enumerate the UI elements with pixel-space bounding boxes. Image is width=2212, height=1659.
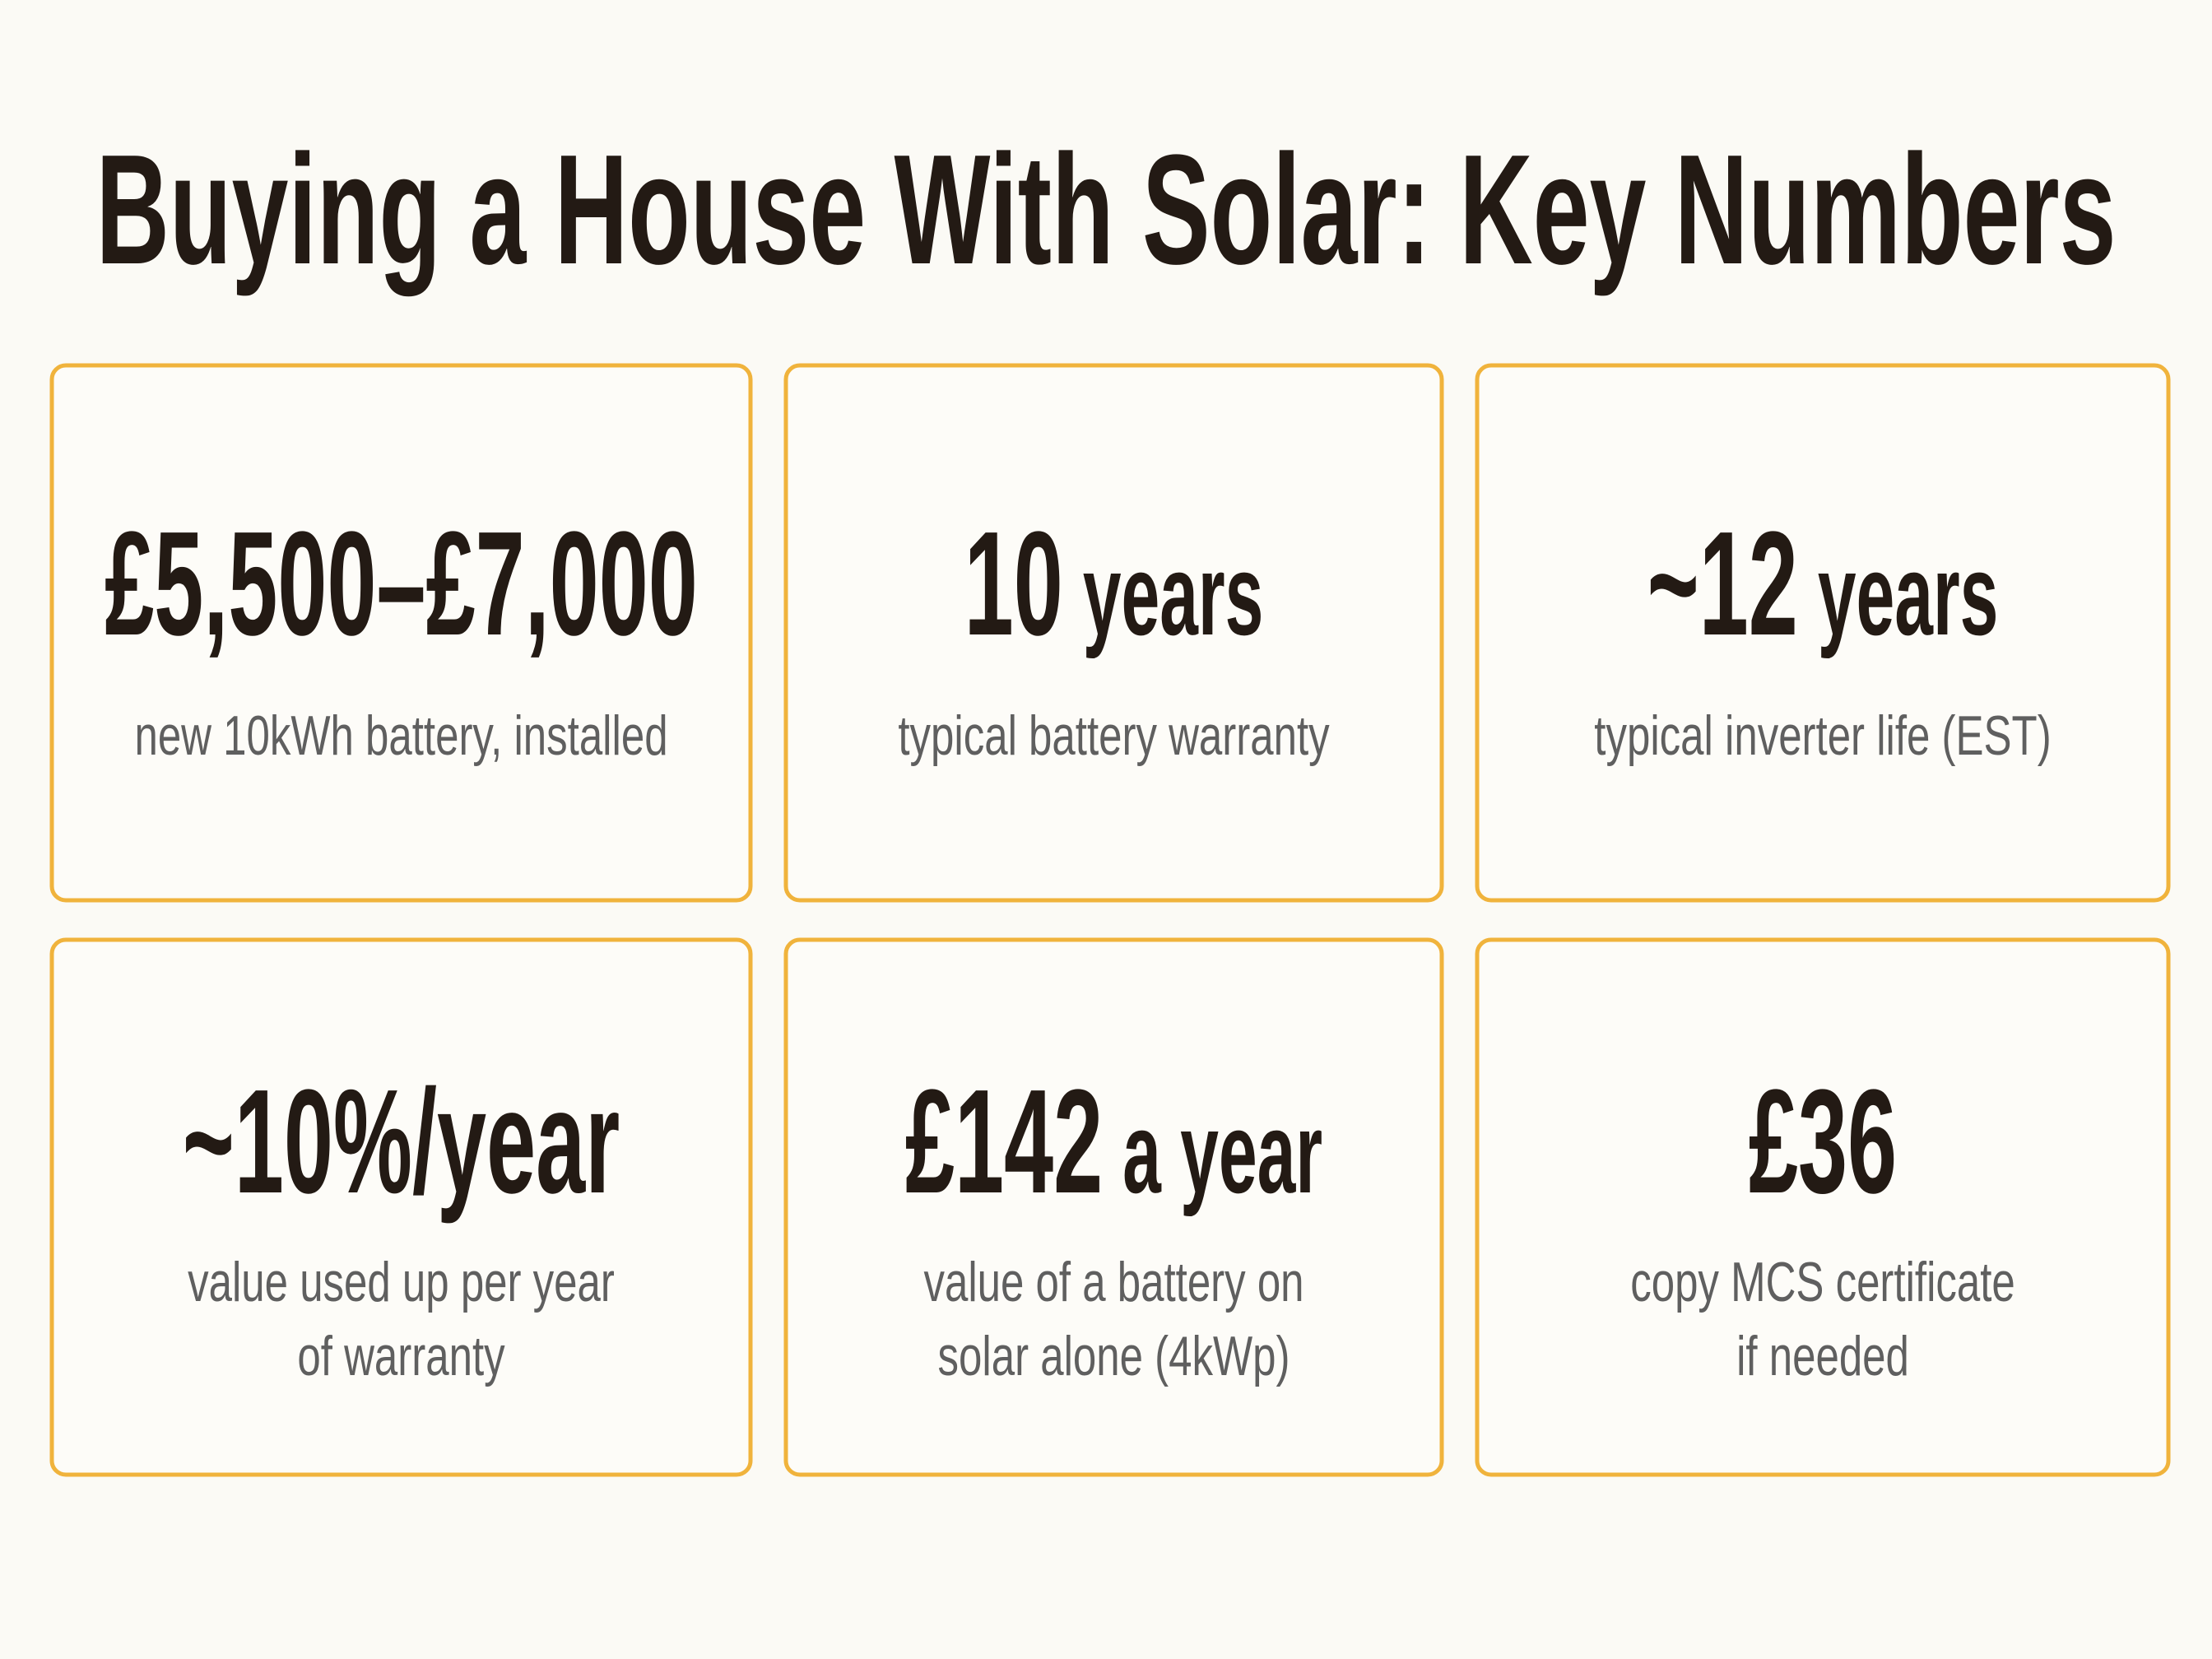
card-frame: [49, 363, 753, 903]
stat-label: typical inverter life (EST): [1594, 704, 2051, 767]
card-frame: [1475, 937, 2171, 1477]
stat-value: ~12 years: [1647, 502, 1999, 667]
stat-unit: a year: [1122, 1089, 1322, 1217]
stat-card: £36 copy MCS certificate if needed: [1475, 937, 2171, 1477]
stat-value: £36: [1749, 1060, 1897, 1224]
stat-label: solar alone (4kWp): [938, 1325, 1290, 1387]
card-grid: £5,500–£7,000 new 10kWh battery, installe…: [49, 363, 2171, 1477]
stat-card: £142 a year value of a battery on solar alo…: [783, 937, 1444, 1477]
card-frame: [783, 363, 1444, 903]
stat-number: ~12: [1647, 502, 1798, 667]
stat-label: new 10kWh battery, installed: [134, 704, 667, 767]
stat-number: £142: [905, 1060, 1103, 1224]
card-frame: [783, 937, 1444, 1477]
stat-card: ~12 years typical inverter life (EST): [1475, 363, 2171, 903]
stat-number: ~10%/year: [183, 1060, 620, 1224]
stat-card: ~10%/year value used up per year of warran…: [49, 937, 753, 1477]
card-frame: [49, 937, 753, 1477]
stat-label: value used up per year: [188, 1251, 615, 1313]
stat-unit: years: [1083, 531, 1264, 659]
stat-label: typical battery warranty: [898, 704, 1329, 767]
page-title: Buying a House With Solar: Key Numbers: [96, 123, 2117, 297]
card-frame: [1475, 363, 2171, 903]
stat-label: of warranty: [297, 1325, 504, 1387]
stat-unit: years: [1818, 531, 1999, 659]
stat-card: £5,500–£7,000 new 10kWh battery, installe…: [49, 363, 753, 903]
stat-value: ~10%/year: [183, 1060, 620, 1224]
stat-label: value of a battery on: [923, 1251, 1304, 1313]
stat-number: 10: [964, 502, 1063, 667]
stat-value: 10 years: [964, 502, 1264, 667]
stat-label: if needed: [1736, 1325, 1909, 1387]
stat-value: £142 a year: [905, 1060, 1322, 1224]
stat-card: 10 years typical battery warranty: [783, 363, 1444, 903]
stat-number: £36: [1749, 1060, 1897, 1224]
stat-label: copy MCS certificate: [1630, 1251, 2015, 1313]
stat-number: £5,500–£7,000: [105, 502, 698, 667]
stat-value: £5,500–£7,000: [105, 502, 698, 667]
